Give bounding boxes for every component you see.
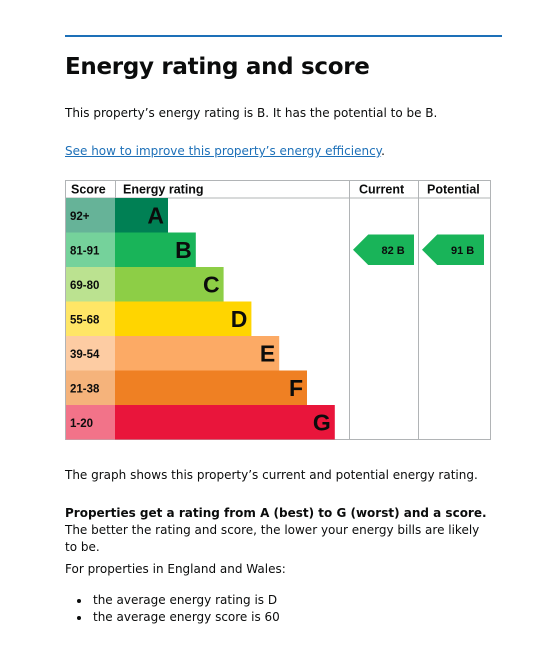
england-wales-text: For properties in England and Wales: (65, 562, 286, 576)
rating-letter: E (260, 340, 275, 366)
score-cell (66, 232, 115, 267)
score-label: 39-54 (70, 349, 100, 361)
rating-letter: F (289, 375, 303, 401)
rating-bar (115, 301, 252, 336)
score-cell (66, 267, 115, 302)
rating-bar (115, 232, 196, 267)
rating-bar (115, 336, 280, 371)
rating-letter: A (147, 202, 164, 228)
score-label: 81-91 (70, 245, 100, 257)
current-arrow (353, 234, 414, 265)
improve-efficiency-link[interactable]: See how to improve this property’s energ… (65, 144, 382, 158)
score-cell (66, 198, 115, 233)
potential-arrow (422, 234, 484, 265)
improve-paragraph: See how to improve this property’s energ… (65, 143, 495, 160)
score-label: 21-38 (70, 383, 100, 395)
rating-letter: B (175, 237, 192, 263)
rating-bar (115, 267, 224, 302)
rating-letter: C (203, 271, 220, 297)
graph-caption: The graph shows this property’s current … (65, 468, 478, 482)
potential-header: Potential (427, 183, 480, 197)
score-label: 69-80 (70, 280, 99, 292)
rating-summary: This property’s energy rating is B. It h… (65, 106, 438, 120)
score-label: 92+ (70, 211, 90, 223)
score-cell (66, 405, 115, 440)
score-cell (66, 336, 115, 371)
ratings-bold-text: Properties get a rating from A (best) to… (65, 506, 487, 520)
ratings-rest-text: The better the rating and score, the low… (65, 523, 480, 554)
rating-bar (115, 198, 168, 233)
rating-letter: G (313, 409, 331, 435)
energy-rating-chart: Score Energy rating Current Potential 92+ A 81… (65, 180, 491, 440)
rating-bar (115, 405, 335, 440)
section-divider (65, 35, 502, 37)
ratings-explanation: Properties get a rating from A (best) to… (65, 505, 493, 556)
average-list: the average energy rating is D the avera… (65, 592, 280, 626)
potential-rating-label: 91 B (451, 245, 474, 257)
score-header: Score (71, 183, 106, 197)
improve-suffix: . (381, 144, 385, 158)
current-rating-label: 82 B (382, 245, 405, 257)
rating-letter: D (231, 306, 248, 332)
score-cell (66, 370, 115, 405)
list-item: the average energy rating is D (65, 592, 280, 609)
list-item: the average energy score is 60 (65, 609, 280, 626)
chart-svg: Score Energy rating Current Potential 92+ A 81… (65, 180, 491, 440)
current-header: Current (359, 183, 405, 197)
page-title: Energy rating and score (65, 54, 370, 80)
energy-rating-header: Energy rating (123, 183, 204, 197)
rating-bar (115, 370, 307, 405)
score-label: 55-68 (70, 314, 100, 326)
score-label: 1-20 (70, 418, 93, 430)
score-cell (66, 301, 115, 336)
